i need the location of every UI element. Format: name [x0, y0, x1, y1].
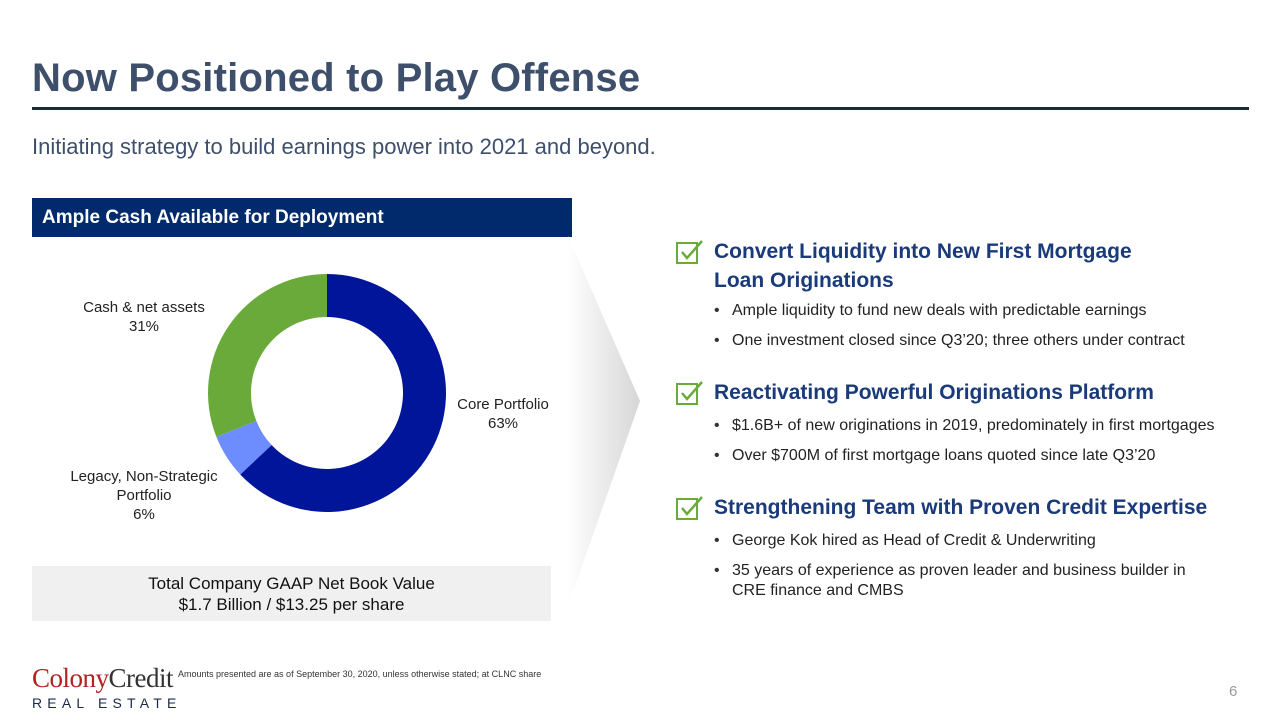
- slice-name-legacy-line2: Portfolio: [116, 487, 172, 504]
- bullet-list: $1.6B+ of new originations in 2019, pred…: [714, 416, 1215, 476]
- checkbox-check-icon: [676, 381, 703, 405]
- title-divider: [32, 107, 1249, 110]
- slice-label-legacy: Legacy, Non-Strategic Portfolio 6%: [60, 467, 228, 524]
- bullet-item: One investment closed since Q3’20; three…: [714, 331, 1185, 351]
- point-heading-line1: Convert Liquidity into New First Mortgag…: [714, 240, 1132, 263]
- footnote: Amounts presented are as of September 30…: [178, 669, 542, 679]
- donut-slice-legacy-non-strategic-portfolio: [216, 420, 272, 475]
- slice-label-core-portfolio: Core Portfolio 63%: [448, 395, 558, 433]
- point-heading-line2: Loan Originations: [714, 269, 894, 292]
- slice-label-cash: Cash & net assets 31%: [66, 298, 222, 336]
- bullet-list: Ample liquidity to fund new deals with p…: [714, 301, 1185, 361]
- logo-wordmark: ColonyCredit: [32, 664, 182, 692]
- page-number: 6: [1229, 683, 1238, 700]
- slice-name-core-portfolio: Core Portfolio: [457, 396, 549, 413]
- bullet-item-line1: 35 years of experience as proven leader …: [732, 562, 1186, 579]
- bullet-item: $1.6B+ of new originations in 2019, pred…: [714, 416, 1215, 436]
- nbv-title: Total Company GAAP Net Book Value: [148, 574, 435, 593]
- slide-title: Now Positioned to Play Offense: [32, 56, 641, 100]
- point-heading: Strengthening Team with Proven Credit Ex…: [714, 496, 1208, 519]
- point-heading: Reactivating Powerful Originations Platf…: [714, 381, 1154, 404]
- bullet-item: George Kok hired as Head of Credit & Und…: [714, 531, 1186, 551]
- section-header: Ample Cash Available for Deployment: [32, 198, 572, 237]
- bullet-list: George Kok hired as Head of Credit & Und…: [714, 531, 1186, 601]
- checkbox-check-icon: [676, 240, 703, 264]
- net-book-value-box: Total Company GAAP Net Book Value $1.7 B…: [32, 566, 551, 621]
- company-logo: ColonyCredit REAL ESTATE: [32, 664, 182, 712]
- slide-subtitle: Initiating strategy to build earnings po…: [32, 134, 656, 159]
- slice-value-cash: 31%: [128, 318, 160, 335]
- chevron-arrow-graphic: [568, 236, 640, 606]
- bullet-item: Over $700M of first mortgage loans quote…: [714, 446, 1215, 466]
- slice-name-cash: Cash & net assets: [83, 299, 205, 316]
- nbv-value: $1.7 Billion / $13.25 per share: [178, 595, 405, 614]
- slice-name-legacy-line1: Legacy, Non-Strategic: [70, 468, 218, 485]
- bullet-item: Ample liquidity to fund new deals with p…: [714, 301, 1185, 321]
- donut-slice-cash-net-assets: [207, 274, 327, 437]
- checkbox-check-icon: [676, 496, 703, 520]
- bullet-item: 35 years of experience as proven leader …: [714, 561, 1186, 601]
- logo-word-colony: Colony: [32, 663, 109, 693]
- slice-value-core-portfolio: 63%: [487, 415, 519, 432]
- logo-subline: REAL ESTATE: [32, 695, 182, 711]
- logo-word-credit: Credit: [108, 663, 174, 693]
- donut-slice-core-portfolio: [240, 274, 446, 512]
- slice-value-legacy: 6%: [133, 506, 155, 523]
- point-heading: Convert Liquidity into New First Mortgag…: [714, 237, 1132, 295]
- bullet-item-line2: CRE finance and CMBS: [732, 582, 904, 599]
- donut-chart: [207, 274, 446, 512]
